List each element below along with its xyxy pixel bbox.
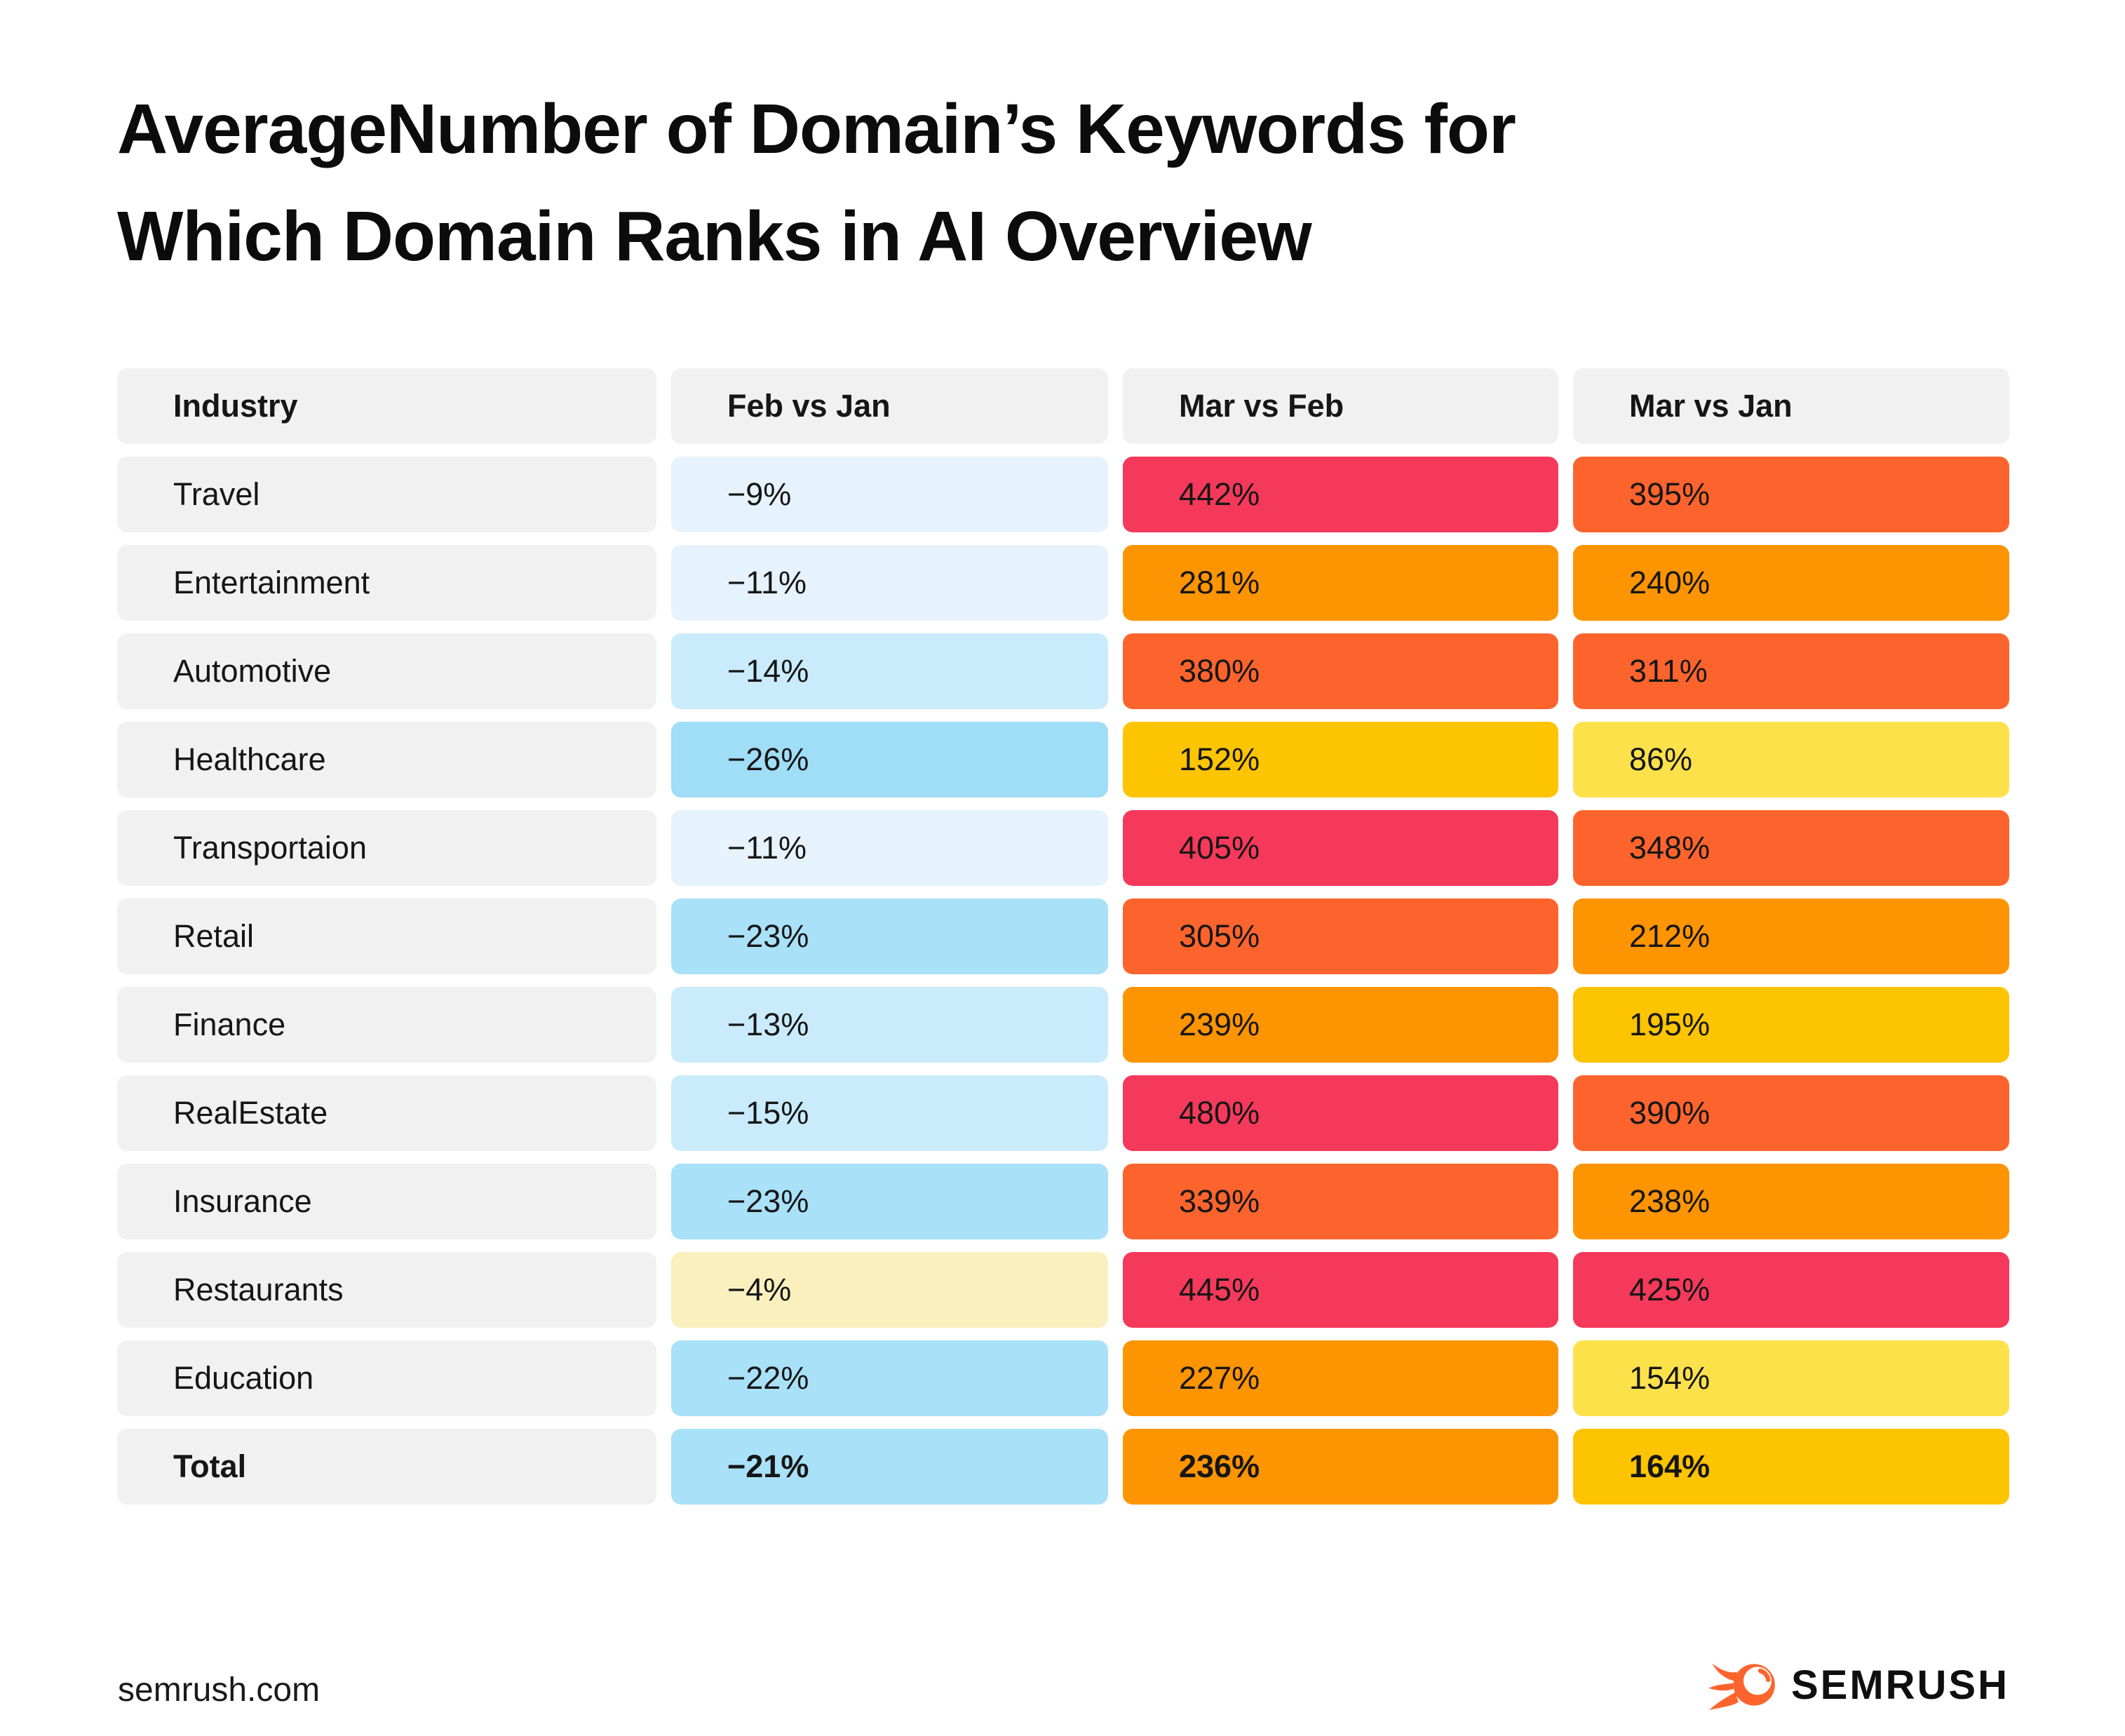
value-cell: −9%	[671, 457, 1108, 532]
value-cell: 480%	[1123, 1075, 1558, 1151]
industry-cell: Transportaion	[117, 810, 656, 886]
value-cell: 339%	[1123, 1164, 1558, 1239]
value-cell: 227%	[1123, 1340, 1558, 1416]
industry-cell: Restaurants	[117, 1252, 656, 1328]
value-cell: −23%	[671, 1164, 1108, 1239]
value-cell: −14%	[671, 633, 1108, 709]
page-title-line-2: Which Domain Ranks in AI Overview	[117, 197, 1312, 276]
value-cell: 281%	[1123, 545, 1558, 621]
value-cell: 311%	[1573, 633, 2009, 709]
value-cell: 445%	[1123, 1252, 1558, 1328]
value-cell: 154%	[1573, 1340, 2009, 1416]
value-cell: 348%	[1573, 810, 2009, 886]
value-cell: −4%	[671, 1252, 1108, 1328]
value-cell: 442%	[1123, 457, 1558, 532]
page-title-line-1: AverageNumber of Domain’s Keywords for	[117, 90, 1516, 168]
value-cell: 395%	[1573, 457, 2009, 532]
value-cell: −15%	[671, 1075, 1108, 1151]
column-header-feb-vs-jan: Feb vs Jan	[671, 368, 1108, 444]
industry-cell: Healthcare	[117, 722, 656, 798]
semrush-logo-text: SEMRUSH	[1790, 1662, 2009, 1708]
column-header-industry: Industry	[117, 368, 656, 444]
industry-cell: Total	[117, 1429, 656, 1505]
value-cell: 86%	[1573, 722, 2009, 798]
industry-cell: Retail	[117, 899, 656, 974]
value-cell: 152%	[1123, 722, 1558, 798]
value-cell: 390%	[1573, 1075, 2009, 1151]
value-cell: −22%	[671, 1340, 1108, 1416]
industry-heatmap-table: Industry Feb vs Jan Mar vs Feb Mar vs Ja…	[117, 368, 2009, 1505]
column-header-mar-vs-feb: Mar vs Feb	[1123, 368, 1558, 444]
industry-cell: RealEstate	[117, 1075, 656, 1151]
semrush-flame-icon	[1707, 1654, 1780, 1716]
value-cell: 238%	[1573, 1164, 2009, 1239]
industry-cell: Insurance	[117, 1164, 656, 1239]
value-cell: −23%	[671, 899, 1108, 974]
industry-cell: Finance	[117, 987, 656, 1063]
value-cell: 236%	[1123, 1429, 1558, 1505]
industry-cell: Travel	[117, 457, 656, 532]
industry-cell: Automotive	[117, 633, 656, 709]
source-url: semrush.com	[118, 1671, 321, 1709]
value-cell: 240%	[1573, 545, 2009, 621]
semrush-logo: SEMRUSH	[1707, 1654, 2009, 1716]
column-header-mar-vs-jan: Mar vs Jan	[1573, 368, 2009, 444]
page-title: AverageNumber of Domain’s Keywords for W…	[117, 76, 1516, 290]
industry-cell: Entertainment	[117, 545, 656, 621]
value-cell: 305%	[1123, 899, 1558, 974]
value-cell: −21%	[671, 1429, 1108, 1505]
industry-cell: Education	[117, 1340, 656, 1416]
value-cell: 425%	[1573, 1252, 2009, 1328]
value-cell: 239%	[1123, 987, 1558, 1063]
value-cell: −11%	[671, 545, 1108, 621]
value-cell: −13%	[671, 987, 1108, 1063]
value-cell: 164%	[1573, 1429, 2009, 1505]
value-cell: 405%	[1123, 810, 1558, 886]
value-cell: −26%	[671, 722, 1108, 798]
value-cell: −11%	[671, 810, 1108, 886]
value-cell: 212%	[1573, 899, 2009, 974]
value-cell: 195%	[1573, 987, 2009, 1063]
value-cell: 380%	[1123, 633, 1558, 709]
